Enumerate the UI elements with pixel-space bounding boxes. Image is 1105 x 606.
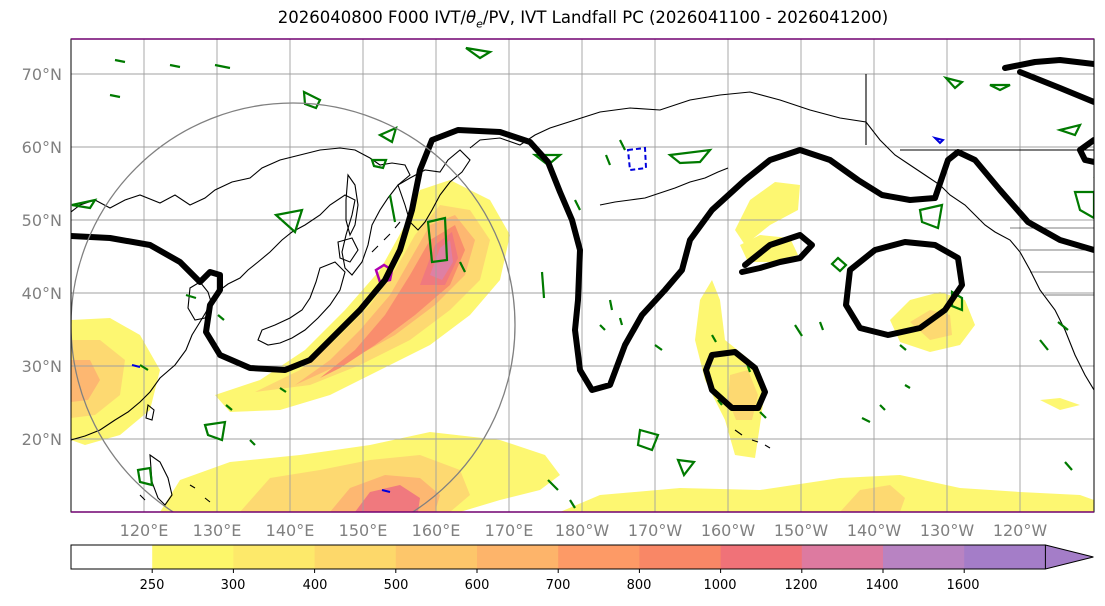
lat-label: 60°N	[22, 138, 62, 157]
sakhalin-coastline	[345, 173, 359, 237]
lon-label: 160°W	[701, 521, 756, 540]
lon-label: 120°E	[120, 521, 169, 540]
lat-label: 20°N	[22, 430, 62, 449]
colorbar-segment	[233, 545, 316, 569]
aleutian-islands	[599, 167, 729, 206]
coastlines	[71, 74, 1094, 506]
colorbar-tick-label: 500	[384, 578, 409, 593]
lon-label: 150°W	[774, 521, 829, 540]
pv-negative-contours	[131, 136, 945, 493]
colorbar-tick-label: 700	[546, 578, 571, 593]
lon-label: 160°E	[412, 521, 461, 540]
colorbar-tick-label: 250	[140, 578, 165, 593]
colorbar-labels: 250 300 400 500 600 700 800 1000 1200 14…	[140, 578, 980, 593]
longitude-labels: 120°E 130°E 140°E 150°E 160°E 170°E 180°…	[120, 521, 1048, 540]
lat-label: 30°N	[22, 357, 62, 376]
lon-label: 140°E	[266, 521, 315, 540]
landfall-marker	[374, 263, 394, 284]
colorbar-segment	[314, 545, 397, 569]
colorbar-tick-label: 1400	[865, 578, 898, 593]
ivt-central-north	[735, 182, 800, 245]
us-states	[1010, 227, 1094, 296]
map-panel	[71, 39, 1094, 512]
asia-coastline	[71, 147, 411, 441]
lat-label: 40°N	[22, 284, 62, 303]
colorbar-tick-label: 300	[221, 578, 246, 593]
pacific-islands	[139, 484, 211, 503]
kuril-islands	[371, 221, 401, 253]
colorbar-segment	[152, 545, 234, 569]
lon-label: 170°W	[628, 521, 683, 540]
taiwan-coastline	[145, 403, 155, 421]
lon-label: 130°W	[920, 521, 975, 540]
hawaii-coastline	[734, 429, 771, 449]
graticule	[71, 39, 1094, 512]
latitude-labels: 70°N 60°N 50°N 40°N 30°N 20°N	[22, 65, 62, 449]
lon-label: 170°E	[485, 521, 534, 540]
lon-label: 120°W	[993, 521, 1048, 540]
colorbar-extend-arrow	[1044, 544, 1094, 570]
colorbar	[70, 544, 1094, 573]
colorbar-segment	[71, 545, 153, 569]
colorbar-tick-label: 1000	[703, 578, 736, 593]
lon-label: 130°E	[193, 521, 242, 540]
colorbar-segment	[801, 545, 884, 569]
lon-label: 180°W	[555, 521, 610, 540]
lat-label: 50°N	[22, 211, 62, 230]
kamchatka-coastline	[397, 149, 471, 231]
colorbar-segment	[639, 545, 722, 569]
colorbar-segment	[558, 545, 640, 569]
colorbar-tick-label: 400	[303, 578, 328, 593]
pv-contours	[71, 46, 1094, 509]
alaska-coastline	[469, 91, 1094, 391]
colorbar-tick-label: 800	[627, 578, 652, 593]
colorbar-segment	[395, 545, 478, 569]
colorbar-segment	[883, 545, 965, 569]
colorbar-segment	[720, 545, 803, 569]
map-title: 2026040800 F000 IVT/θe/PV, IVT Landfall …	[277, 8, 889, 31]
pc-circle	[71, 102, 516, 512]
japan-coastline	[257, 261, 346, 346]
lat-label: 70°N	[22, 65, 62, 84]
canada-border	[865, 74, 1094, 151]
colorbar-segment	[477, 545, 559, 569]
colorbar-tick-label: 600	[465, 578, 490, 593]
lon-label: 140°W	[847, 521, 902, 540]
theta-e-contours	[71, 57, 1094, 411]
colorbar-segment	[964, 545, 1046, 569]
colorbar-tick-label: 1200	[784, 578, 817, 593]
hokkaido-coastline	[337, 237, 359, 263]
lon-label: 150°E	[339, 521, 388, 540]
colorbar-tick-label: 1600	[946, 578, 979, 593]
ivt-south-east	[560, 475, 1094, 512]
